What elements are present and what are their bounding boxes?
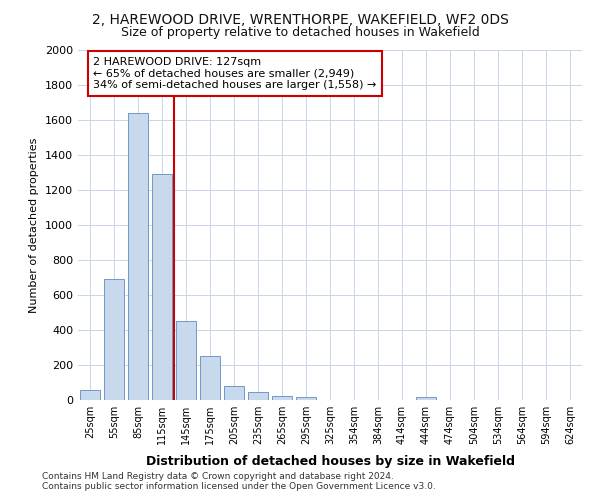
Text: 2 HAREWOOD DRIVE: 127sqm
← 65% of detached houses are smaller (2,949)
34% of sem: 2 HAREWOOD DRIVE: 127sqm ← 65% of detach… [93,57,376,90]
Bar [128,113,148,400]
Bar [200,356,220,400]
Bar [80,390,100,400]
Bar [152,174,172,400]
Text: Contains HM Land Registry data © Crown copyright and database right 2024.: Contains HM Land Registry data © Crown c… [42,472,394,481]
Bar [296,396,316,400]
Text: Size of property relative to detached houses in Wakefield: Size of property relative to detached ho… [121,26,479,39]
Text: Contains public sector information licensed under the Open Government Licence v3: Contains public sector information licen… [42,482,436,491]
Bar [224,386,244,400]
Bar [104,279,124,400]
Bar [176,322,196,400]
Bar [248,392,268,400]
Bar [416,396,436,400]
Bar [272,396,292,400]
Y-axis label: Number of detached properties: Number of detached properties [29,138,40,312]
Text: 2, HAREWOOD DRIVE, WRENTHORPE, WAKEFIELD, WF2 0DS: 2, HAREWOOD DRIVE, WRENTHORPE, WAKEFIELD… [92,12,508,26]
X-axis label: Distribution of detached houses by size in Wakefield: Distribution of detached houses by size … [146,456,515,468]
